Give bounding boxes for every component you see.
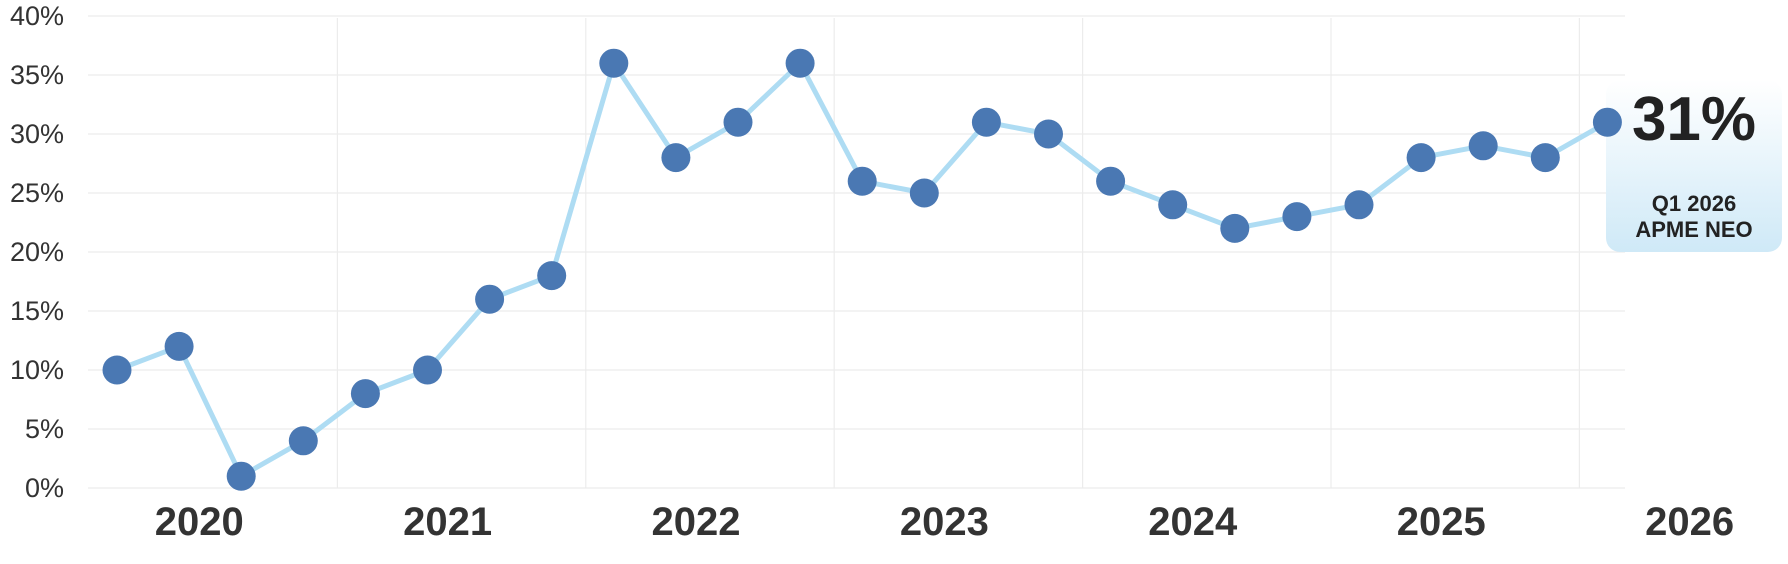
data-point — [785, 48, 815, 78]
y-tick-label: 25% — [10, 178, 64, 208]
series-line — [116, 60, 1609, 479]
data-point — [661, 143, 691, 173]
y-tick-label: 15% — [10, 296, 64, 326]
data-point — [847, 166, 877, 196]
x-tick-label: 2024 — [1148, 500, 1238, 544]
y-tick-label: 5% — [25, 414, 64, 444]
data-point — [723, 107, 753, 137]
x-tick-label: 2021 — [403, 500, 492, 544]
data-point — [288, 426, 318, 456]
data-point — [1592, 107, 1622, 137]
y-tick-label: 20% — [10, 237, 64, 267]
callout-value: 31% — [1632, 85, 1756, 154]
data-point — [350, 379, 380, 409]
data-point — [102, 355, 132, 385]
y-tick-label: 30% — [10, 119, 64, 149]
x-tick-label: 2022 — [652, 500, 741, 544]
data-point — [475, 284, 505, 314]
y-tick-label: 0% — [25, 473, 64, 503]
y-axis-ticks: 0% 5% 10% 15% 20% 25% 30% 35% 40% — [10, 1, 64, 503]
x-tick-label: 2023 — [900, 500, 989, 544]
data-point — [413, 355, 442, 385]
x-axis-ticks: 2020 2021 2022 2023 2024 2025 2026 — [155, 500, 1734, 544]
data-point — [1468, 131, 1498, 161]
data-point — [537, 261, 567, 291]
data-point — [1034, 119, 1063, 149]
data-point — [1158, 190, 1188, 220]
data-point — [164, 331, 194, 361]
x-tick-label: 2020 — [155, 500, 244, 544]
x-tick-label: 2025 — [1397, 500, 1486, 544]
data-point — [599, 48, 629, 78]
data-point — [971, 107, 1001, 137]
series — [102, 48, 1622, 491]
data-point — [1220, 213, 1250, 243]
data-point — [909, 178, 939, 208]
y-tick-label: 10% — [10, 355, 64, 385]
callout-name: APME NEO — [1635, 217, 1752, 242]
callout-period: Q1 2026 — [1652, 191, 1736, 216]
x-tick-label: 2026 — [1645, 500, 1734, 544]
y-tick-label: 40% — [10, 1, 64, 31]
data-point — [1406, 143, 1436, 173]
data-point — [1344, 190, 1374, 220]
data-point — [1282, 202, 1312, 232]
latest-value-callout: 31% Q1 2026 APME NEO — [1606, 80, 1782, 252]
data-point — [1530, 143, 1560, 173]
callout-box — [1606, 80, 1782, 252]
data-point — [226, 461, 256, 491]
y-tick-label: 35% — [10, 60, 64, 90]
data-point — [1096, 166, 1126, 196]
grid — [88, 15, 1625, 489]
